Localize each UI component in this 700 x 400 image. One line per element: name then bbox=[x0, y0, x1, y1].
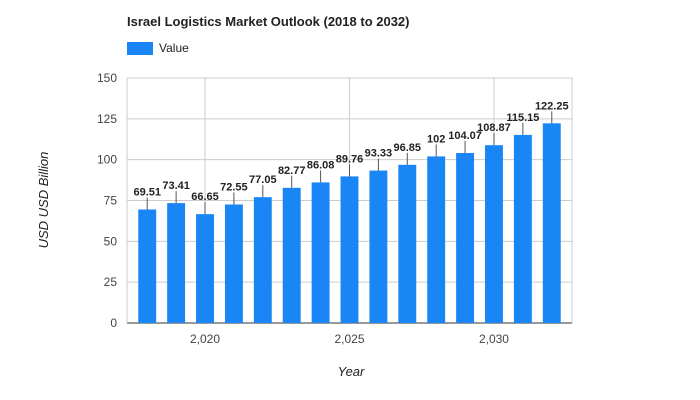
bar bbox=[513, 134, 532, 323]
data-label: 115.15 bbox=[506, 112, 539, 124]
bar bbox=[427, 156, 446, 323]
y-tick-label: 0 bbox=[110, 316, 117, 330]
bar bbox=[311, 182, 330, 323]
bar bbox=[485, 145, 503, 323]
data-label: 104.07 bbox=[448, 130, 482, 142]
bar bbox=[282, 187, 301, 323]
chart-title: Israel Logistics Market Outlook (2018 to… bbox=[127, 14, 410, 29]
bar bbox=[196, 214, 214, 323]
data-label: 122.25 bbox=[535, 100, 569, 112]
data-label: 86.08 bbox=[307, 159, 335, 171]
data-label: 82.77 bbox=[278, 165, 306, 177]
x-tick-label: 2,020 bbox=[190, 332, 220, 346]
legend-swatch-value bbox=[127, 41, 153, 55]
data-label: 93.33 bbox=[365, 148, 393, 160]
data-label: 89.76 bbox=[336, 153, 364, 165]
x-tick-label: 2,025 bbox=[334, 332, 364, 346]
bars-layer bbox=[138, 123, 561, 323]
legend: Value bbox=[127, 40, 189, 56]
x-axis-title: Year bbox=[338, 364, 365, 379]
bar bbox=[340, 176, 359, 323]
data-label: 73.41 bbox=[162, 180, 190, 192]
x-axis-ticks: 2,020 2,025 2,030 bbox=[190, 332, 509, 346]
y-tick-label: 75 bbox=[104, 194, 118, 208]
data-label: 96.85 bbox=[394, 142, 422, 154]
bar bbox=[542, 123, 561, 323]
x-tick-label: 2,030 bbox=[479, 332, 509, 346]
data-label: 77.05 bbox=[249, 174, 277, 186]
bar bbox=[456, 153, 475, 323]
data-label: 108.87 bbox=[477, 122, 511, 134]
data-label: 72.55 bbox=[220, 182, 248, 194]
bar bbox=[253, 197, 272, 323]
y-tick-label: 100 bbox=[97, 153, 117, 167]
bar bbox=[224, 204, 243, 323]
y-tick-label: 50 bbox=[104, 234, 118, 248]
data-label: 66.65 bbox=[191, 191, 219, 203]
y-tick-label: 125 bbox=[97, 112, 117, 126]
legend-label-value: Value bbox=[159, 41, 189, 55]
data-label: 69.51 bbox=[133, 186, 161, 198]
bar bbox=[398, 164, 417, 323]
data-label: 102 bbox=[427, 133, 445, 145]
y-axis-title: USD USD Billion bbox=[36, 152, 51, 249]
bar bbox=[167, 203, 186, 323]
y-axis-ticks: 0 25 50 75 100 125 150 bbox=[97, 71, 117, 330]
y-tick-label: 150 bbox=[97, 71, 117, 85]
bar bbox=[138, 209, 157, 323]
y-tick-label: 25 bbox=[104, 275, 118, 289]
bar bbox=[369, 170, 388, 323]
